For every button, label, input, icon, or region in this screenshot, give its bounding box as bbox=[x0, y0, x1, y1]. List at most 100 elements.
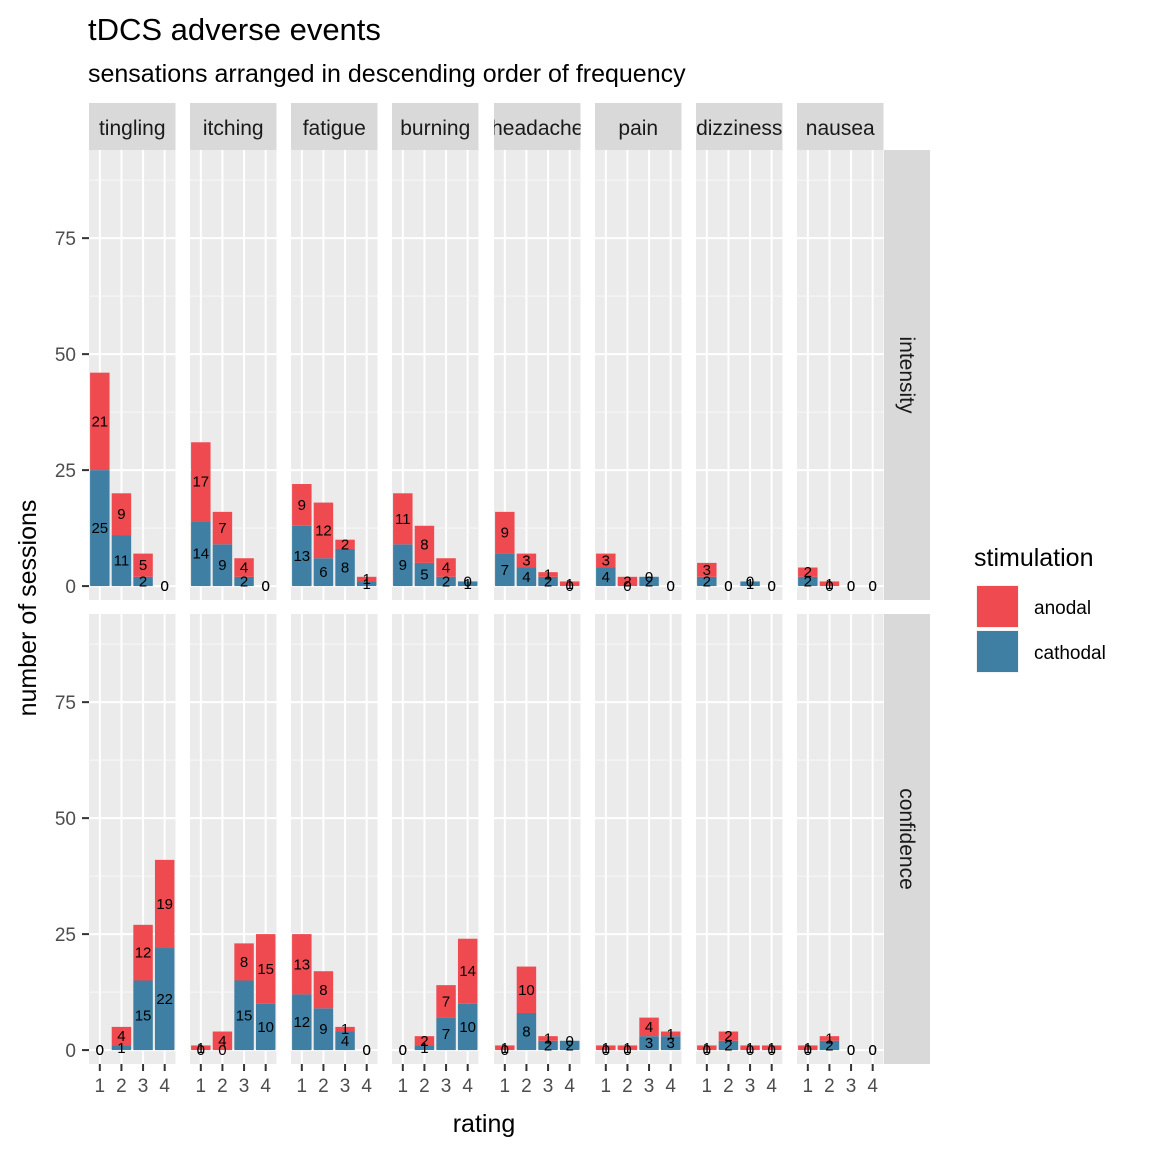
bar-anodal bbox=[313, 971, 334, 1009]
bar-label-anodal: 1 bbox=[501, 1040, 509, 1057]
bar-cathodal bbox=[356, 581, 377, 587]
bar-label-cathodal: 4 bbox=[602, 569, 610, 586]
bar-label-anodal: 12 bbox=[315, 522, 332, 539]
bar-label-cathodal: 0 bbox=[602, 1042, 610, 1059]
x-tick-label: 2 bbox=[521, 1076, 532, 1097]
x-tick-label: 2 bbox=[824, 1076, 835, 1097]
bar-label-anodal: 1 bbox=[804, 1040, 812, 1057]
bar-label-anodal: 1 bbox=[602, 1040, 610, 1057]
bar-label-anodal: 3 bbox=[522, 553, 530, 570]
bar-label-anodal: 17 bbox=[192, 474, 209, 491]
bar-cathodal bbox=[313, 1008, 334, 1051]
strip-label-itching: itching bbox=[203, 117, 264, 140]
bar-label-cathodal: 0 bbox=[501, 1042, 509, 1059]
bar-cathodal bbox=[436, 576, 456, 587]
bar-cathodal bbox=[457, 581, 478, 587]
y-axes: 0 25 50 75 0 25 50 75 bbox=[55, 229, 89, 1062]
x-tick-label: 1 bbox=[803, 1076, 814, 1097]
bar-label-anodal: 0 bbox=[262, 578, 270, 595]
bar-label-anodal: 1 bbox=[566, 576, 574, 593]
bar-label-cathodal: 2 bbox=[703, 573, 711, 590]
bar-anodal bbox=[191, 442, 211, 522]
bar-cathodal bbox=[596, 567, 616, 587]
bar-label-anodal: 4 bbox=[442, 560, 450, 577]
bar-label-cathodal: 0 bbox=[869, 1042, 877, 1059]
strip-label-fatigue: fatigue bbox=[303, 117, 366, 140]
bar-label-anodal: 1 bbox=[544, 1030, 552, 1047]
x-tick-label: 3 bbox=[138, 1076, 149, 1097]
bar-label-cathodal: 0 bbox=[623, 1042, 631, 1059]
legend-key-anodal bbox=[977, 586, 1018, 627]
bar-label-anodal: 1 bbox=[341, 1021, 349, 1038]
bar-anodal bbox=[292, 484, 312, 526]
bar-label-anodal: 4 bbox=[240, 560, 248, 577]
bar-label-cathodal: 7 bbox=[442, 1026, 450, 1043]
bar-label-anodal: 9 bbox=[298, 497, 306, 514]
bar-label-cathodal: 0 bbox=[847, 578, 855, 595]
x-axis-title: rating bbox=[453, 1110, 516, 1138]
bar-label-cathodal: 2 bbox=[442, 573, 450, 590]
bar-label-cathodal: 9 bbox=[218, 557, 226, 574]
bar-cathodal bbox=[313, 558, 334, 587]
bar-label-cathodal: 0 bbox=[768, 578, 776, 595]
bar-cathodal bbox=[718, 1040, 739, 1051]
bar-label-cathodal: 0 bbox=[667, 578, 675, 595]
bar-anodal bbox=[697, 562, 717, 577]
bar-cathodal bbox=[335, 1031, 355, 1051]
bar-label-cathodal: 7 bbox=[501, 562, 509, 579]
chart-title: tDCS adverse events bbox=[88, 12, 381, 47]
bar-label-cathodal: 0 bbox=[804, 1042, 812, 1059]
bar-label-anodal: 0 bbox=[869, 1042, 877, 1059]
bar-label-anodal: 4 bbox=[218, 1033, 226, 1050]
bar-label-cathodal: 4 bbox=[341, 1033, 349, 1050]
x-tick-label: 3 bbox=[340, 1076, 351, 1097]
bar-anodal bbox=[740, 1045, 760, 1051]
bar-cathodal bbox=[559, 1040, 580, 1051]
bar-label-cathodal: 15 bbox=[135, 1007, 152, 1024]
bar-label-cathodal: 25 bbox=[91, 520, 108, 537]
bar-label-anodal: 3 bbox=[602, 553, 610, 570]
bar-label-anodal: 9 bbox=[117, 506, 125, 523]
bar-label-cathodal: 0 bbox=[218, 1042, 226, 1059]
bar-anodal bbox=[133, 924, 153, 981]
x-tick-label: 4 bbox=[462, 1076, 473, 1097]
x-tick-label: 1 bbox=[95, 1076, 106, 1097]
bar-label-anodal: 12 bbox=[135, 945, 152, 962]
bar-cathodal bbox=[538, 1040, 558, 1051]
bar-anodal bbox=[516, 553, 537, 568]
bar-anodal bbox=[234, 558, 254, 577]
x-tick-label: 4 bbox=[361, 1076, 372, 1097]
strip-label-burning: burning bbox=[400, 117, 470, 140]
bar-label-cathodal: 0 bbox=[262, 578, 270, 595]
bar-label-anodal: 0 bbox=[566, 1033, 574, 1050]
bar-label-anodal: 10 bbox=[518, 982, 535, 999]
bar-anodal bbox=[798, 567, 818, 577]
bar-label-anodal: 0 bbox=[645, 569, 653, 586]
strip-label-pain: pain bbox=[618, 117, 658, 140]
bar-cathodal bbox=[234, 576, 254, 587]
x-tick-label: 1 bbox=[297, 1076, 308, 1097]
x-tick-label: 3 bbox=[441, 1076, 452, 1097]
bar-label-cathodal: 0 bbox=[566, 578, 574, 595]
panel-background bbox=[696, 614, 783, 1064]
strip-confidence bbox=[884, 614, 930, 1064]
bar-anodal bbox=[495, 511, 515, 554]
bar-label-anodal: 1 bbox=[825, 1030, 833, 1047]
bar-anodal bbox=[697, 1045, 717, 1051]
bar-label-anodal: 14 bbox=[459, 963, 476, 980]
strip-label-headache: headache bbox=[491, 117, 583, 140]
y-tick-label: 75 bbox=[55, 229, 76, 250]
bar-label-cathodal: 2 bbox=[544, 1037, 552, 1054]
bar-label-cathodal: 1 bbox=[363, 576, 371, 593]
bar-anodal bbox=[639, 1017, 659, 1037]
y-axis-title: number of sessions bbox=[14, 500, 42, 717]
bar-anodal bbox=[212, 511, 233, 545]
bar-label-cathodal: 0 bbox=[96, 1042, 104, 1059]
bar-label-anodal: 4 bbox=[645, 1019, 653, 1036]
bar-anodal bbox=[356, 576, 377, 582]
